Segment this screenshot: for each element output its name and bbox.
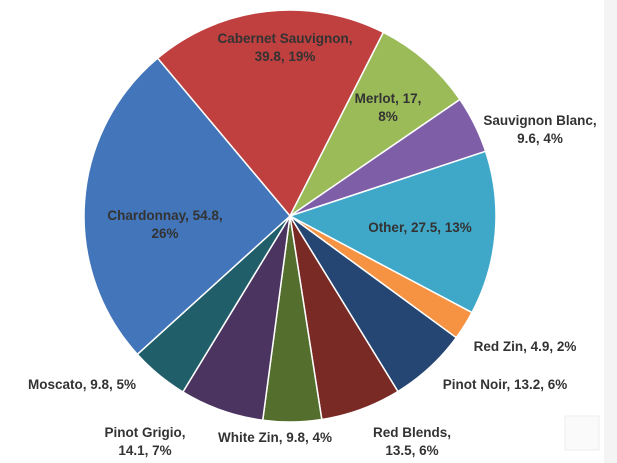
- label-part: Red Zin: [474, 339, 524, 354]
- data-label: 9.6, 4%: [517, 131, 563, 146]
- pie-slice: [83, 57, 292, 356]
- label-part: 13.5: [385, 443, 412, 458]
- scroll-button[interactable]: [564, 415, 600, 451]
- label-part: 4%: [543, 131, 563, 146]
- label-separator: ,: [447, 425, 451, 440]
- label-part: 2%: [557, 339, 577, 354]
- label-part: 27.5: [411, 220, 438, 235]
- label-part: 6%: [548, 377, 568, 392]
- data-label: White Zin, 9.8, 4%: [218, 430, 332, 445]
- label-part: 5%: [117, 377, 137, 392]
- label-part: Red Blends: [373, 425, 447, 440]
- data-label: 8%: [378, 109, 398, 124]
- label-part: Chardonnay: [107, 208, 186, 223]
- label-separator: ,: [437, 220, 445, 235]
- label-part: Other: [368, 220, 405, 235]
- label-part: 26%: [151, 226, 178, 241]
- label-part: 17: [403, 91, 418, 106]
- label-separator: ,: [83, 377, 91, 392]
- pie-slice: [156, 9, 385, 218]
- pie-slice: [289, 31, 461, 217]
- label-part: 39.8: [255, 49, 282, 64]
- data-label: Merlot, 17,: [355, 91, 422, 106]
- label-separator: ,: [549, 339, 557, 354]
- data-label: Other, 27.5, 13%: [368, 220, 472, 235]
- label-separator: ,: [349, 31, 353, 46]
- label-part: Pinot Grigio: [104, 425, 181, 440]
- label-separator: ,: [418, 91, 422, 106]
- label-separator: ,: [145, 443, 153, 458]
- label-part: 9.8: [90, 377, 109, 392]
- data-label: 39.8, 19%: [255, 49, 316, 64]
- label-part: 13%: [445, 220, 472, 235]
- label-part: 54.8: [193, 208, 220, 223]
- data-label: 13.5, 6%: [385, 443, 438, 458]
- label-separator: ,: [395, 91, 403, 106]
- scroll-strip: [604, 0, 617, 463]
- label-part: 4%: [313, 430, 333, 445]
- label-separator: ,: [536, 131, 544, 146]
- label-separator: ,: [109, 377, 117, 392]
- label-separator: ,: [185, 208, 193, 223]
- data-label: Moscato, 9.8, 5%: [28, 377, 136, 392]
- label-part: Sauvignon Blanc: [483, 113, 593, 128]
- data-label: Red Zin, 4.9, 2%: [474, 339, 577, 354]
- label-part: 8%: [378, 109, 398, 124]
- label-part: Cabernet Sauvignon: [217, 31, 348, 46]
- label-part: 19%: [288, 49, 315, 64]
- data-label: Pinot Noir, 13.2, 6%: [443, 377, 568, 392]
- label-separator: ,: [540, 377, 548, 392]
- label-separator: ,: [281, 49, 289, 64]
- label-part: Pinot Noir: [443, 377, 508, 392]
- label-part: 14.1: [118, 443, 145, 458]
- label-part: Merlot: [355, 91, 396, 106]
- label-separator: ,: [279, 430, 287, 445]
- data-label: Pinot Grigio,: [104, 425, 185, 440]
- label-separator: ,: [412, 443, 420, 458]
- data-label: Chardonnay, 54.8,: [107, 208, 222, 223]
- label-part: White Zin: [218, 430, 279, 445]
- label-part: 7%: [152, 443, 172, 458]
- label-part: Moscato: [28, 377, 83, 392]
- pie-slice: [288, 150, 497, 314]
- label-separator: ,: [305, 430, 313, 445]
- label-part: 9.8: [286, 430, 305, 445]
- data-label: Cabernet Sauvignon,: [217, 31, 352, 46]
- label-separator: ,: [506, 377, 514, 392]
- label-part: 13.2: [514, 377, 540, 392]
- data-label: 14.1, 7%: [118, 443, 171, 458]
- label-separator: ,: [593, 113, 597, 128]
- data-label: Sauvignon Blanc,: [483, 113, 596, 128]
- label-part: 4.9: [531, 339, 550, 354]
- label-separator: ,: [182, 425, 186, 440]
- data-label: 26%: [151, 226, 178, 241]
- data-label: Red Blends,: [373, 425, 451, 440]
- label-part: 6%: [419, 443, 439, 458]
- label-part: 9.6: [517, 131, 536, 146]
- label-separator: ,: [403, 220, 411, 235]
- label-separator: ,: [219, 208, 223, 223]
- label-separator: ,: [523, 339, 531, 354]
